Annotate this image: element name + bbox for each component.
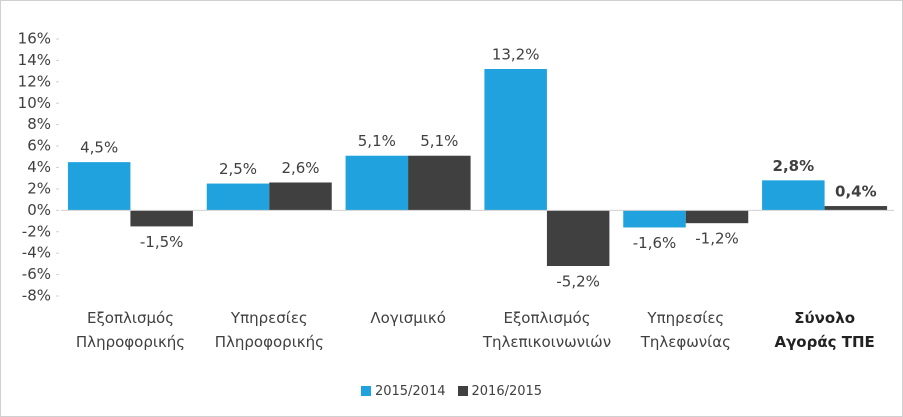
y-tick-label: 6%: [27, 137, 51, 155]
data-label: 2,5%: [219, 160, 257, 178]
y-tick-label: 14%: [18, 51, 51, 69]
y-tick-label: -8%: [22, 287, 51, 305]
y-tick-label: -6%: [22, 265, 51, 283]
legend-swatch: [457, 386, 468, 396]
y-tick-label: 4%: [27, 158, 51, 176]
x-tick-label: Σύνολο Αγοράς ΤΠΕ: [774, 309, 875, 351]
data-label: -1,6%: [633, 234, 677, 252]
data-label: -1,5%: [140, 233, 184, 251]
x-tick-label: Εξοπλισμός Τηλεπικοινωνιών: [482, 309, 612, 351]
data-label: 2,6%: [281, 159, 319, 177]
y-tick-label: 12%: [18, 72, 51, 90]
y-tick-label: 8%: [27, 115, 51, 133]
legend-swatch: [360, 386, 371, 396]
legend-item: 2015/2014: [360, 384, 446, 399]
bar: [206, 183, 270, 211]
bar: [685, 210, 749, 224]
bar: [408, 155, 471, 211]
y-tick-label: 2%: [27, 179, 51, 197]
legend-label: 2016/2015: [471, 384, 543, 399]
y-tick-label: 16%: [18, 30, 51, 48]
x-tick-label: Λογισμικό: [370, 309, 446, 327]
bar: [546, 210, 610, 267]
legend-label: 2015/2014: [374, 384, 446, 399]
bar: [484, 68, 547, 211]
bar: [824, 206, 888, 211]
data-label: 13,2%: [492, 45, 540, 63]
bar: [345, 155, 409, 211]
x-tick-label: Εξοπλισμός Πληροφορικής: [75, 309, 186, 351]
data-label: 4,5%: [80, 139, 118, 157]
bar: [130, 210, 193, 227]
bar: [269, 182, 332, 211]
data-label: -5,2%: [556, 273, 600, 291]
y-tick-label: -4%: [22, 244, 51, 262]
x-tick-label: Υπηρεσίες Τηλεφωνίας: [640, 309, 731, 351]
bar: [67, 162, 131, 211]
bar: [762, 180, 825, 211]
data-label: 0,4%: [835, 183, 877, 201]
data-label: -1,2%: [695, 230, 739, 248]
legend-item: 2016/2015: [457, 384, 543, 399]
bar: [623, 210, 686, 228]
y-tick-label: -2%: [22, 222, 51, 240]
x-tick-label: Υπηρεσίες Πληροφορικής: [214, 309, 324, 351]
legend: 2015/2014 2016/2015: [1, 384, 902, 399]
data-label: 5,1%: [420, 132, 458, 150]
data-label: 5,1%: [358, 132, 396, 150]
y-tick-label: 0%: [27, 201, 51, 219]
data-label: 2,8%: [773, 157, 815, 175]
y-tick-label: 10%: [18, 94, 51, 112]
